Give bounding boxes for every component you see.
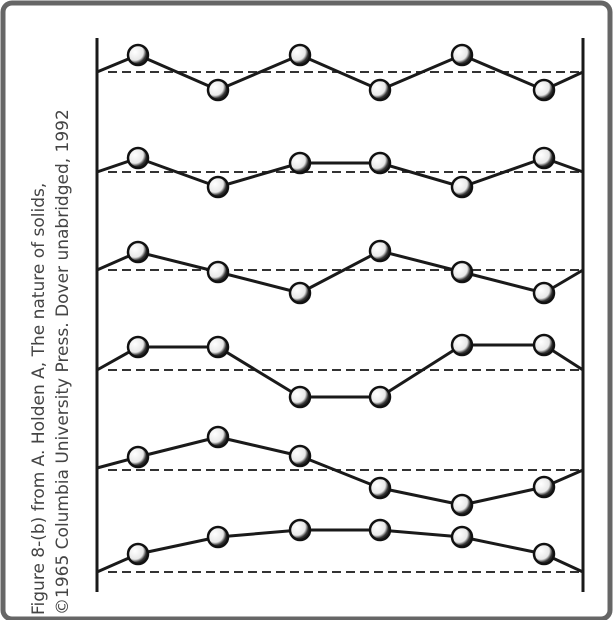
ball [370, 387, 390, 407]
ball [534, 544, 554, 564]
ball [534, 477, 554, 497]
caption-line: ©1965 Columbia University Press. Dover u… [53, 109, 73, 615]
ball [128, 337, 148, 357]
ball [128, 242, 148, 262]
ball [208, 527, 228, 547]
ball [452, 262, 472, 282]
chain [96, 53, 584, 92]
ball [208, 80, 228, 100]
chain [96, 343, 584, 399]
ball [290, 520, 310, 540]
ball [128, 447, 148, 467]
ball [290, 283, 310, 303]
chain [96, 528, 584, 574]
ball [452, 335, 472, 355]
ball [370, 153, 390, 173]
ball [534, 335, 554, 355]
ball [370, 241, 390, 261]
chain [96, 156, 584, 189]
chains [96, 53, 584, 574]
ball [452, 495, 472, 515]
ball [452, 177, 472, 197]
ball [290, 387, 310, 407]
ball [290, 45, 310, 65]
ball [452, 45, 472, 65]
ball [208, 262, 228, 282]
chain [96, 435, 584, 507]
ball [128, 45, 148, 65]
ball [370, 80, 390, 100]
ball [128, 148, 148, 168]
ball [290, 446, 310, 466]
ball [208, 427, 228, 447]
ball [370, 520, 390, 540]
ball [452, 527, 472, 547]
caption-line: Figure 8-(b) from A. Holden A, The natur… [29, 183, 49, 615]
ball [370, 478, 390, 498]
ball [128, 544, 148, 564]
ball [534, 80, 554, 100]
ball [208, 177, 228, 197]
ball [208, 337, 228, 357]
ball [290, 153, 310, 173]
chain [96, 249, 584, 295]
ball [534, 283, 554, 303]
ball [534, 148, 554, 168]
